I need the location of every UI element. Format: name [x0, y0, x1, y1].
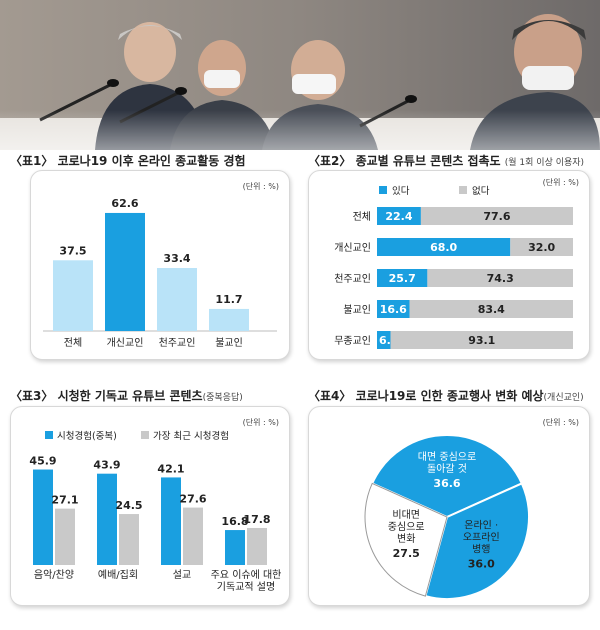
chart3-legend-label: 시청경험(중복): [57, 430, 117, 442]
chart4-heading: 〈표4〉 코로나19로 인한 종교행사 변화 예상(개신교인): [308, 389, 584, 403]
chart2-bar-segment: [377, 331, 391, 349]
chart3-svg: (단위 : %) 시청경험(중복) 가장 최근 시청경험 45.9 27.1 음악/찬양 4…: [29, 417, 282, 593]
chart3-value-label: 24.5: [115, 499, 142, 512]
chart3-bar: [225, 530, 245, 565]
chart1-category-label: 천주교인: [159, 337, 196, 349]
chart3-bar: [119, 514, 139, 565]
chart3-bar: [33, 469, 53, 565]
chart1-bar: [105, 212, 145, 331]
chart2-category-label: 불교인: [343, 304, 371, 316]
chart2-value-label: 77.6: [483, 210, 510, 223]
chart1-value-label: 33.4: [163, 252, 190, 265]
chart2-bar-segment: [420, 207, 573, 225]
chart2-legend-swatch: [459, 186, 467, 194]
chart2-heading: 〈표2〉 종교별 유튜브 콘텐츠 접촉도 (월 1회 이상 이용자): [308, 154, 585, 168]
chart4-slice-value: 27.5: [393, 547, 420, 560]
chart2-bar-segment: [377, 238, 511, 256]
chart2-value-label: 93.1: [468, 334, 495, 347]
chart3-value-label: 27.6: [179, 493, 206, 506]
chart3-bar: [183, 507, 203, 565]
chart3-value-label: 45.9: [29, 455, 56, 468]
chart2-value-label: 16.6: [380, 303, 407, 316]
chart3-bar: [247, 527, 267, 565]
chart2-bar-segment: [377, 269, 428, 287]
chart2-category-label: 개신교인: [334, 242, 371, 254]
chart1-category-label: 개신교인: [107, 337, 144, 349]
chart3-value-label: 16.8: [221, 515, 248, 528]
chart4-slice-label: 오프라인: [463, 531, 500, 543]
chart2-legend-label: 없다: [472, 185, 490, 197]
chart3-bar: [97, 473, 117, 565]
chart3-bar: [161, 477, 181, 565]
chart4-slice-label: 변화: [397, 533, 415, 545]
chart1-value-label: 11.7: [215, 293, 242, 306]
chart2-bar-segment: [510, 238, 573, 256]
chart3-legend-label: 가장 최근 시청경험: [153, 430, 229, 442]
chart2-value-label: 22.4: [385, 210, 412, 223]
chart4-slice-label: 온라인 ·: [464, 519, 498, 531]
chart1-category-label: 불교인: [215, 337, 243, 349]
chart2-value-label: 25.7: [389, 272, 416, 285]
chart3-category-label: 설교: [173, 569, 191, 581]
chart2-category-label: 무종교인: [334, 335, 371, 347]
chart4-note: (개신교인): [543, 393, 584, 403]
chart2-category-label: 천주교인: [334, 273, 371, 285]
chart3-panel: (단위 : %) 시청경험(중복) 가장 최근 시청경험 45.9 27.1 음악/찬양 4…: [10, 406, 290, 606]
chart2-legend-label: 있다: [392, 185, 410, 197]
chart3-value-label: 27.1: [51, 494, 78, 507]
chart1-heading: 〈표1〉 코로나19 이후 온라인 종교활동 경험: [10, 154, 246, 168]
chart3-category-label: 주요 이슈에 대한: [211, 569, 282, 581]
chart3-bar: [55, 508, 75, 565]
chart2-bar-segment: [377, 207, 421, 225]
chart1-svg: (단위 : %) 37.5 전체 62.6 개신교인 33.4 천주교인 11.7 불교인: [43, 181, 279, 349]
chart3-legend-swatch: [141, 431, 149, 439]
chart3-category-label: 음악/찬양: [34, 569, 74, 581]
chart2-value-label: 68.0: [430, 241, 457, 254]
chart4-unit-label: (단위 : %): [543, 417, 579, 427]
chart1-bar: [53, 260, 93, 331]
chart1-bar: [157, 268, 197, 331]
chart2-bar-segment: [377, 300, 410, 318]
chart2-value-label: 74.3: [487, 272, 514, 285]
chart1-bar: [209, 308, 249, 331]
chart3-unit-label: (단위 : %): [243, 417, 279, 427]
chart2-bar-segment: [427, 269, 573, 287]
chart2-value-label: 32.0: [528, 241, 555, 254]
chart2-legend-swatch: [379, 186, 387, 194]
chart3-note: (중복응답): [202, 393, 243, 403]
chart3-category-label: 예배/집회: [98, 569, 138, 581]
chart4-slice-label: 중심으로: [388, 521, 425, 533]
chart1-value-label: 62.6: [111, 197, 138, 210]
chart4-slice-value: 36.6: [433, 477, 460, 490]
chart4-slice: [370, 434, 524, 519]
chart3-category-label: 기독교적 설명: [217, 581, 275, 593]
chart3-value-label: 43.9: [93, 459, 120, 472]
chart4-slice-label: 돌아갈 것: [427, 462, 467, 475]
chart4-panel: (단위 : %) 대면 중심으로 돌아갈 것 36.6 온라인 · 오프라인 병행 36.0 비…: [308, 406, 590, 606]
chart2-category-label: 전체: [353, 211, 371, 223]
chart4-slice: [364, 482, 448, 597]
chart3-legend-swatch: [45, 431, 53, 439]
chart2-bar-segment: [409, 300, 573, 318]
chart4-slice-label: 대면 중심으로: [418, 451, 476, 463]
chart3-value-label: 17.8: [243, 513, 270, 526]
chart3-heading: 〈표3〉 시청한 기독교 유튜브 콘텐츠(중복응답): [10, 389, 243, 403]
chart1-value-label: 37.5: [59, 244, 86, 257]
chart1-unit-label: (단위 : %): [243, 181, 279, 191]
chart4-slice-label: 비대면: [392, 509, 420, 521]
chart4-slice: [424, 482, 530, 600]
chart2-unit-label: (단위 : %): [543, 177, 579, 187]
chart2-bar-segment: [390, 331, 573, 349]
chart4-slice-value: 36.0: [468, 557, 495, 570]
chart2-note: (월 1회 이상 이용자): [504, 158, 585, 168]
chart1-panel: (단위 : %) 37.5 전체 62.6 개신교인 33.4 천주교인 11.7 불교인: [30, 170, 290, 360]
chart2-value-label: 83.4: [478, 303, 505, 316]
chart4-slice-label: 병행: [472, 543, 490, 555]
chart3-value-label: 42.1: [157, 462, 184, 475]
chart1-category-label: 전체: [64, 337, 82, 349]
